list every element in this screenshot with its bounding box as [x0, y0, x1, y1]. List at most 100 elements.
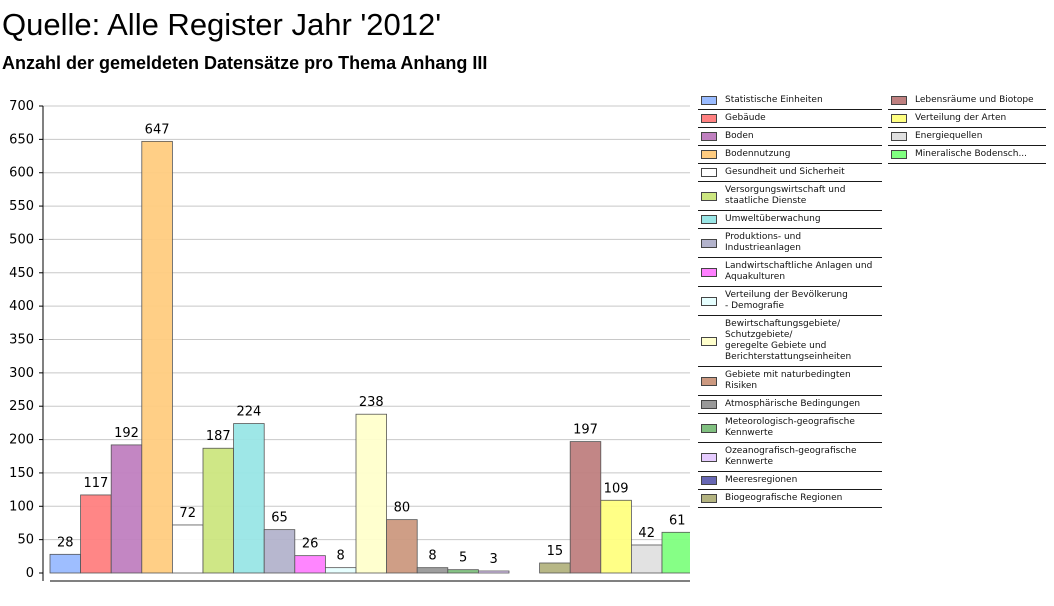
y-tick-label: 400: [9, 299, 34, 314]
legend-item: Bewirtschaftungsgebiete/ Schutzgebiete/ …: [698, 316, 882, 367]
bar: [355, 413, 388, 574]
data-label: 192: [114, 426, 139, 441]
legend-swatch: [891, 150, 907, 159]
legend-label: Produktions- und Industrieanlagen: [725, 232, 802, 253]
legend-label: Verteilung der Bevölkerung - Demografie: [725, 290, 848, 311]
legend-swatch: [701, 215, 717, 224]
y-tick-label: 350: [9, 333, 34, 348]
legend-label: Bewirtschaftungsgebiete/ Schutzgebiete/ …: [725, 319, 852, 362]
bar: [386, 519, 418, 574]
bar: [447, 569, 479, 574]
bar: [80, 494, 112, 574]
bars: [49, 140, 690, 574]
legend-swatch: [891, 114, 907, 123]
bar: [263, 529, 296, 574]
legend-item: Gebiete mit naturbedingten Risiken: [698, 367, 882, 396]
legend-label: Gebiete mit naturbedingten Risiken: [725, 370, 851, 391]
data-label: 61: [669, 513, 686, 528]
data-labels: 28 117 192 647 72 187 224 65 26 8 238 80 8 5 3 15 197 109…: [57, 122, 686, 567]
legend-label: Lebensräume und Biotope: [915, 95, 1034, 105]
legend-item: Gesundheit und Sicherheit: [698, 164, 882, 182]
legend-item: Meteorologisch-geografische Kennwerte: [698, 414, 882, 443]
data-label: 187: [206, 429, 231, 444]
data-label: 238: [359, 395, 384, 410]
legend-item: Lebensräume und Biotope: [888, 92, 1046, 110]
data-label: 197: [573, 423, 598, 438]
legend-swatch: [701, 114, 717, 123]
data-label: 42: [638, 526, 655, 541]
legend-label: Bodennutzung: [725, 149, 791, 159]
legend-swatch: [701, 296, 717, 306]
legend-item: Versorgungswirtschaft und staatliche Die…: [698, 182, 882, 211]
legend-item: Atmosphärische Bedingungen: [698, 396, 882, 414]
legend-label: Biogeografische Regionen: [725, 493, 843, 503]
legend-item: Gebäude: [698, 110, 882, 128]
data-label: 647: [145, 122, 170, 137]
legend-label: Meteorologisch-geografische Kennwerte: [725, 417, 855, 438]
legend-label: Mineralische Bodensch...: [915, 149, 1028, 159]
bar: [110, 444, 143, 574]
legend-item: Meeresregionen: [698, 472, 882, 490]
legend-swatch: [701, 336, 717, 346]
bar: [49, 553, 82, 574]
y-tick-label: 0: [26, 566, 34, 581]
legend-item: Statistische Einheiten: [698, 92, 882, 110]
legend-item: Biogeografische Regionen: [698, 490, 882, 508]
legend-swatch: [701, 238, 717, 248]
y-tick-label: 250: [9, 399, 34, 414]
data-label: 15: [547, 544, 564, 559]
legend-column-1: Statistische Einheiten Gebäude Boden Bodenn…: [698, 92, 882, 508]
data-label: 8: [428, 549, 436, 564]
data-label: 65: [271, 511, 288, 526]
bar: [324, 567, 357, 574]
data-label: 117: [83, 476, 108, 491]
bar: [539, 562, 571, 574]
y-tick-label: 650: [9, 132, 34, 147]
legend-item: Landwirtschaftliche Anlagen und Aquakult…: [698, 258, 882, 287]
legend-swatch: [891, 132, 907, 141]
legend-item: Verteilung der Arten: [888, 110, 1046, 128]
bar: [141, 140, 173, 574]
legend-item: Ozeanografisch-geografische Kennwerte: [698, 443, 882, 472]
legend-swatch: [701, 452, 717, 462]
data-label: 109: [604, 481, 629, 496]
chart-subtitle: Anzahl der gemeldeten Datensätze pro The…: [2, 53, 488, 73]
legend-swatch: [701, 96, 717, 105]
legend-label: Statistische Einheiten: [725, 95, 823, 105]
legend-label: Gebäude: [725, 113, 766, 123]
legend-swatch: [701, 132, 717, 141]
legend-swatch: [891, 96, 907, 105]
legend-label: Boden: [725, 131, 754, 141]
bar: [294, 555, 326, 574]
legend-swatch: [701, 476, 717, 485]
axes: [42, 106, 690, 582]
y-tick-label: 700: [9, 99, 34, 114]
bar: [233, 423, 265, 574]
page-title: Quelle: Alle Register Jahr '2012': [2, 7, 442, 42]
data-label: 8: [337, 549, 345, 564]
data-label: 5: [459, 551, 467, 566]
legend-swatch: [701, 400, 717, 409]
legend-swatch: [701, 191, 717, 201]
legend-item: Produktions- und Industrieanlagen: [698, 229, 882, 258]
data-label: 26: [302, 537, 319, 552]
y-axis-ticks: 0 50 100 150 200 250 300 350 400 450 500 550 600 650 7…: [9, 99, 43, 581]
legend-item: Umweltüberwachung: [698, 211, 882, 229]
bar: [569, 441, 602, 574]
legend-item: Mineralische Bodensch...: [888, 146, 1046, 164]
bar-chart: 0 50 100 150 200 250 300 350 400 450 500 550 600 650 7…: [9, 99, 690, 582]
y-tick-label: 600: [9, 166, 34, 181]
legend-label: Verteilung der Arten: [915, 113, 1007, 123]
legend-item: Boden: [698, 128, 882, 146]
bar: [631, 544, 663, 574]
y-tick-label: 450: [9, 266, 34, 281]
legend-item: Bodennutzung: [698, 146, 882, 164]
legend-label: Landwirtschaftliche Anlagen und Aquakult…: [725, 261, 873, 282]
y-tick-label: 150: [9, 466, 34, 481]
legend-item: Energiequellen: [888, 128, 1046, 146]
legend-swatch: [701, 423, 717, 433]
bar: [202, 447, 235, 574]
legend-swatch: [701, 150, 717, 159]
legend-label: Meeresregionen: [725, 475, 798, 485]
bar: [416, 567, 449, 574]
